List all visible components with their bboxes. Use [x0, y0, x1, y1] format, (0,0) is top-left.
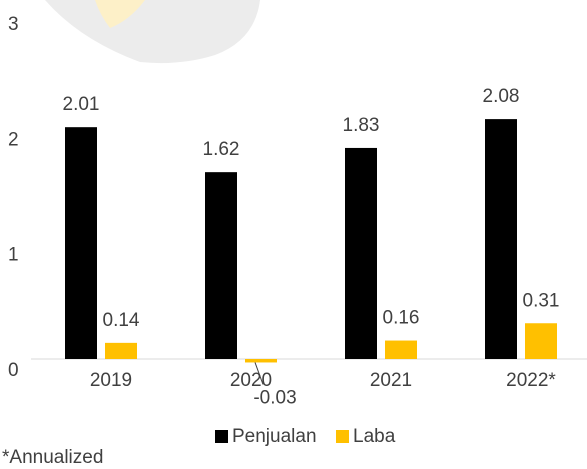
- bar: [485, 119, 517, 360]
- y-tick-label: 0: [8, 360, 19, 381]
- data-label: 0.16: [383, 308, 420, 329]
- legend-label: Laba: [353, 426, 396, 447]
- footnote: *Annualized: [2, 447, 103, 468]
- data-label: 0.14: [103, 310, 140, 331]
- bar: [105, 342, 137, 359]
- bar: [205, 172, 237, 359]
- legend-swatch: [215, 430, 228, 443]
- decoration: [45, 0, 260, 64]
- data-label: 0.31: [523, 290, 560, 311]
- data-label: 2.01: [63, 94, 100, 115]
- y-tick-label: 3: [8, 14, 19, 35]
- bar: [345, 147, 377, 359]
- legend-swatch: [336, 430, 349, 443]
- bar: [385, 340, 417, 359]
- x-tick-label: 2022*: [506, 370, 556, 391]
- x-tick-label: 2021: [370, 370, 412, 391]
- bar: [65, 127, 97, 360]
- data-label: 2.08: [483, 86, 520, 107]
- data-label: 1.83: [343, 115, 380, 136]
- data-label: 1.62: [203, 139, 240, 160]
- bar: [245, 359, 277, 363]
- leader-line: [254, 362, 264, 385]
- bar: [525, 323, 557, 359]
- x-tick-label: 2020: [230, 370, 272, 391]
- legend-label: Penjualan: [232, 426, 317, 447]
- x-tick-label: 2019: [90, 370, 132, 391]
- y-tick-label: 1: [8, 245, 19, 266]
- y-tick-label: 2: [8, 129, 19, 150]
- decoration: [95, 0, 145, 28]
- data-label: -0.03: [253, 387, 296, 408]
